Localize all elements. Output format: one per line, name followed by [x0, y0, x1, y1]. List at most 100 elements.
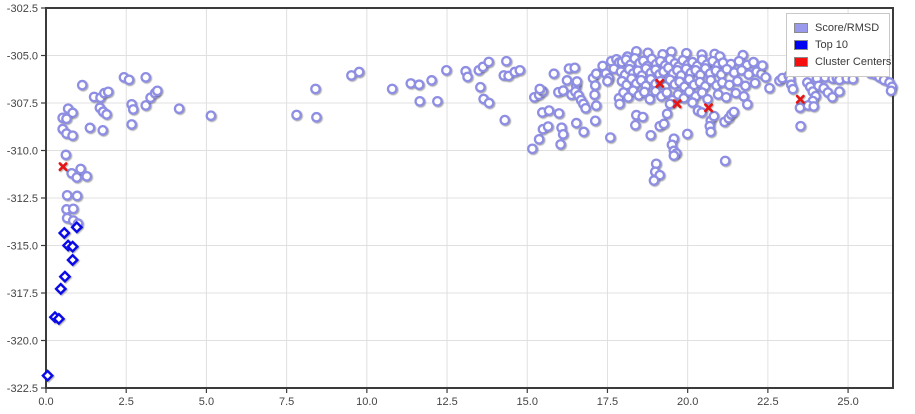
- score-point: [702, 93, 713, 105]
- y-tick-label: -315.0: [7, 241, 38, 253]
- y-tick-label: -305.0: [7, 51, 38, 63]
- score-point: [67, 130, 78, 142]
- score-point: [205, 110, 217, 122]
- legend-item-score-rmsd[interactable]: Score/RMSD: [794, 20, 882, 36]
- legend-label-top10: Top 10: [815, 39, 849, 51]
- score-point: [630, 119, 641, 131]
- score-point: [658, 118, 670, 130]
- score-point: [645, 129, 657, 141]
- y-tick-label: -312.5: [7, 193, 38, 205]
- legend-item-top10[interactable]: Top 10: [794, 37, 882, 53]
- score-point: [590, 100, 602, 112]
- score-point: [728, 106, 740, 118]
- score-point: [787, 83, 799, 95]
- legend-label-cluster-centers: Cluster Centers: [815, 56, 892, 68]
- top10-point: [41, 369, 55, 383]
- y-tick-label: -320.0: [7, 336, 38, 348]
- x-tick-label: 2.5: [119, 396, 134, 408]
- score-point: [760, 72, 771, 83]
- x-tick-label: 7.5: [279, 396, 294, 408]
- score-point: [548, 68, 560, 80]
- score-point: [386, 83, 398, 95]
- legend: Score/RMSD Top 10 Cluster Centers: [786, 13, 891, 77]
- score-point: [414, 95, 426, 107]
- score-point: [81, 170, 93, 182]
- cluster-center-point: [795, 94, 805, 104]
- x-tick-label: 0.0: [38, 396, 53, 408]
- score-point: [681, 128, 693, 140]
- score-point: [661, 87, 673, 98]
- score-point: [808, 101, 820, 112]
- legend-item-cluster-centers[interactable]: Cluster Centers: [794, 54, 891, 70]
- y-tick-label: -302.5: [7, 3, 38, 15]
- legend-swatch-score-rmsd: [794, 23, 808, 33]
- score-point: [589, 89, 600, 101]
- score-point: [644, 93, 656, 105]
- score-point: [696, 87, 708, 98]
- score-point: [483, 97, 495, 109]
- x-tick-label: 12.5: [436, 396, 457, 408]
- y-tick-label: -322.5: [7, 383, 38, 395]
- score-point: [733, 55, 745, 67]
- score-point: [533, 133, 545, 145]
- score-point: [97, 125, 109, 136]
- score-point: [310, 83, 321, 95]
- x-tick-label: 22.5: [757, 396, 778, 408]
- legend-swatch-cluster-centers: [794, 57, 808, 67]
- score-point: [475, 81, 486, 93]
- score-point: [413, 79, 425, 91]
- score-point: [648, 175, 660, 186]
- score-point: [71, 172, 83, 183]
- score-point: [441, 64, 452, 76]
- score-point: [140, 100, 152, 111]
- score-point: [483, 56, 495, 68]
- score-point: [553, 108, 565, 119]
- score-point: [126, 119, 138, 130]
- x-tick-label: 10.0: [356, 396, 377, 408]
- score-point: [708, 110, 720, 122]
- top10-point: [70, 220, 84, 234]
- score-point: [764, 82, 775, 94]
- score-point: [534, 83, 546, 95]
- score-point: [61, 113, 72, 125]
- score-point: [123, 74, 135, 86]
- score-point: [687, 97, 698, 108]
- top10-point: [66, 240, 80, 254]
- score-point: [604, 132, 616, 143]
- top10-point: [52, 312, 66, 326]
- score-point: [311, 111, 322, 123]
- y-tick-label: -310.0: [7, 146, 38, 158]
- top10-point: [58, 270, 72, 284]
- score-point: [501, 55, 512, 67]
- score-point: [462, 71, 473, 83]
- y-tick-label: -307.5: [7, 98, 38, 110]
- cluster-center-point: [672, 99, 682, 109]
- score-point: [570, 117, 582, 129]
- score-point: [426, 75, 437, 86]
- score-point: [542, 121, 554, 132]
- score-point: [557, 85, 569, 97]
- score-point: [589, 115, 601, 127]
- score-point: [569, 62, 581, 74]
- score-point: [678, 92, 690, 104]
- legend-label-score-rmsd: Score/RMSD: [815, 22, 880, 34]
- plot-border: [45, 7, 894, 389]
- score-point: [724, 79, 735, 91]
- score-point: [661, 108, 673, 120]
- score-point: [705, 126, 717, 138]
- score-point: [76, 79, 88, 91]
- score-point: [748, 56, 759, 68]
- score-point: [61, 189, 73, 201]
- top10-point: [57, 226, 71, 240]
- score-point: [173, 103, 185, 115]
- score-point: [578, 126, 590, 138]
- x-tick-label: 20.0: [677, 396, 698, 408]
- score-point: [732, 75, 743, 87]
- score-point: [668, 150, 680, 161]
- x-tick-label: 5.0: [199, 396, 214, 408]
- score-point: [696, 107, 708, 118]
- score-point: [405, 78, 417, 89]
- score-point: [499, 114, 511, 126]
- score-point: [720, 91, 732, 103]
- score-point: [614, 98, 626, 110]
